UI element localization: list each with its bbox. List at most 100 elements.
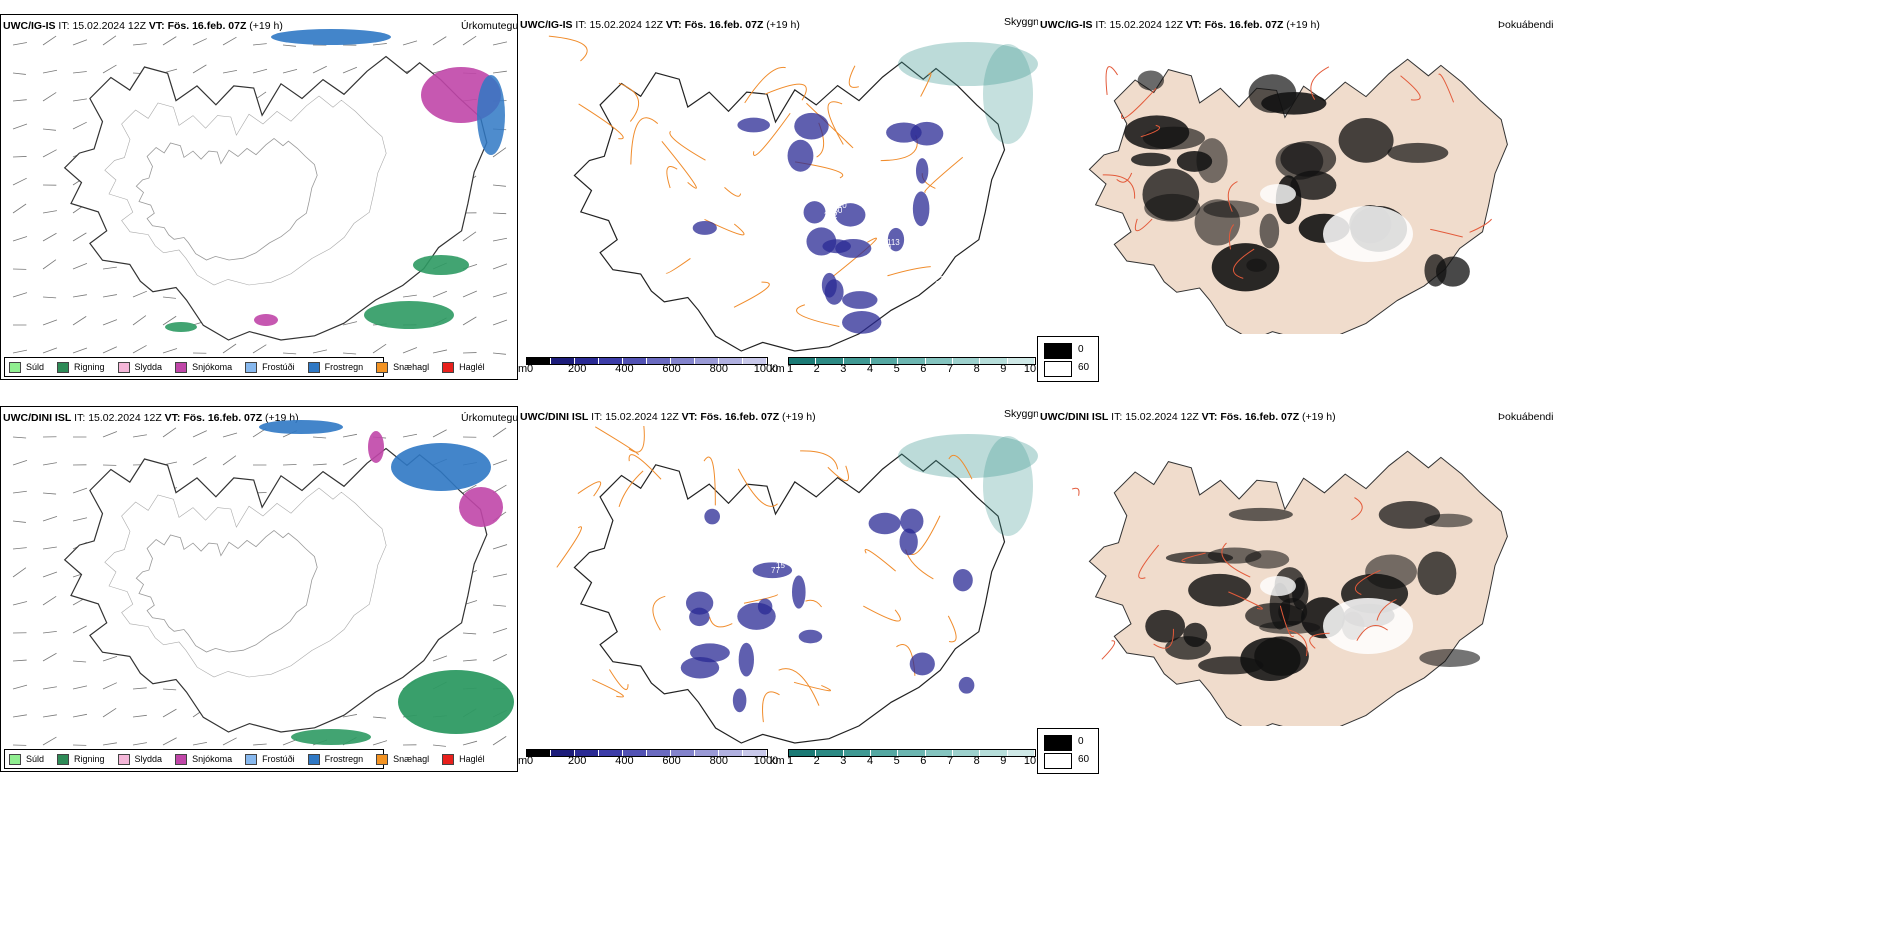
- wind-barb: [432, 36, 447, 46]
- wind-barb: [372, 43, 387, 46]
- fog-area: [1228, 507, 1293, 522]
- low-visibility-area: [983, 436, 1033, 536]
- road: [753, 112, 791, 156]
- wind-barb: [72, 71, 87, 74]
- wind-barb: [492, 41, 508, 46]
- low-cloud-area: [692, 220, 717, 235]
- cloud-base-label: 116: [930, 677, 943, 686]
- cloud-base-label: 222: [824, 211, 838, 220]
- colorbar-segment: [1007, 358, 1035, 364]
- legend-item: Frostúði: [245, 361, 295, 373]
- colorbar-tick-label: 2: [813, 755, 820, 767]
- low-cloud-area: [842, 310, 882, 334]
- road: [778, 668, 820, 706]
- colorbar-tick-label: 7: [946, 363, 954, 375]
- wind-barb: [102, 64, 117, 74]
- road: [661, 141, 697, 189]
- wind-barb: [102, 655, 118, 662]
- road: [669, 130, 706, 161]
- colorbar-segment: [843, 750, 871, 756]
- wind-barb: [72, 625, 87, 634]
- rain-area: [165, 322, 197, 332]
- wind-barb: [402, 433, 418, 438]
- legend-label: Súld: [26, 754, 45, 764]
- road: [827, 465, 849, 482]
- colorbar-tick-label: 400: [615, 755, 634, 767]
- wind-barb: [492, 604, 507, 607]
- wind-barb: [462, 484, 477, 494]
- road: [1279, 605, 1295, 638]
- road: [1120, 87, 1157, 119]
- colorbar-tick-label: 800: [709, 755, 728, 767]
- cloud-base-label: 116: [877, 640, 890, 649]
- legend-item: Rigning: [57, 361, 105, 373]
- colorbar-segment: [980, 358, 1008, 364]
- low-cloud-area: [791, 575, 806, 609]
- wind-barb: [42, 347, 58, 354]
- fog-legend: 0 60: [1037, 728, 1099, 774]
- low-cloud-area: [738, 642, 754, 677]
- wind-barb: [12, 123, 28, 130]
- colorbar-segment: [952, 358, 981, 364]
- cloud-base-label: 12: [781, 164, 790, 173]
- wind-barb: [222, 432, 238, 438]
- road: [1438, 73, 1455, 103]
- road: [1228, 591, 1263, 610]
- low-cloud-area: [737, 602, 776, 630]
- cloud-base-label: 49: [723, 714, 732, 723]
- road: [630, 117, 659, 165]
- wind-barb: [492, 544, 508, 550]
- legend-label: Snæhagl: [393, 754, 430, 764]
- wind-barb: [72, 347, 88, 354]
- low-cloud-area: [958, 676, 975, 694]
- panel-title: UWC/IG-IS IT: 15.02.2024 12Z VT: Fös. 16…: [520, 19, 800, 31]
- road: [947, 615, 957, 643]
- cloud-visibility-map: 79 316 222 61 112 122 99 150 60 100 43 12 110 113 28: [548, 35, 1038, 352]
- colorbar-tick-label: 10: [1023, 363, 1037, 375]
- wind-barb: [342, 714, 357, 718]
- wind-barb: [342, 457, 357, 466]
- colorbar-tick-label: 10: [1023, 755, 1037, 767]
- wind-barb: [12, 42, 27, 46]
- road: [1376, 599, 1397, 621]
- wind-barb: [42, 515, 58, 522]
- fog-legend-label-60: 60: [1078, 754, 1090, 765]
- fog-legend-label-0: 0: [1078, 344, 1084, 355]
- wind-barb: [372, 740, 388, 746]
- road: [924, 156, 964, 193]
- wind-barb: [12, 567, 27, 578]
- wind-barb: [432, 744, 446, 747]
- fog-area: [1378, 500, 1441, 529]
- colorbar-tick-label: 600: [662, 363, 681, 375]
- map-layer: 79 316 222 61 112 122 99 150 60 100 43 12 110 113 28: [548, 35, 1038, 352]
- wind-barb: [492, 484, 507, 494]
- road: [665, 258, 691, 274]
- wind-barb: [462, 35, 477, 46]
- cloud-base-label: 150: [829, 206, 843, 215]
- wind-barb: [72, 685, 88, 690]
- low-cloud-area: [900, 508, 924, 534]
- wind-barb: [162, 737, 177, 746]
- wind-barb: [102, 346, 117, 354]
- terrain-contour: [104, 95, 387, 286]
- wind-barb: [12, 236, 28, 242]
- iceland-coastline: [573, 453, 1006, 744]
- low-cloud-area: [915, 158, 929, 184]
- wind-barb: [222, 343, 237, 354]
- colorbar-tick-label: 4: [866, 363, 874, 375]
- colorbar-segment: [1007, 750, 1035, 756]
- cloud-base-label: 100: [935, 280, 949, 289]
- legend-label: Slydda: [134, 754, 163, 764]
- wind-barb: [252, 743, 267, 746]
- wind-barb: [492, 263, 508, 270]
- fog-area: [1137, 70, 1165, 91]
- wind-barb: [162, 348, 178, 354]
- low-visibility-area: [898, 42, 1038, 86]
- cloud-base-colorbar: [526, 749, 768, 757]
- colorbar-tick-label: 3: [840, 363, 847, 375]
- legend-label: Rigning: [74, 754, 105, 764]
- wind-barb: [12, 520, 26, 523]
- colorbar-segment: [743, 750, 767, 756]
- legend-item: Slydda: [117, 361, 162, 373]
- wind-barb: [492, 70, 507, 74]
